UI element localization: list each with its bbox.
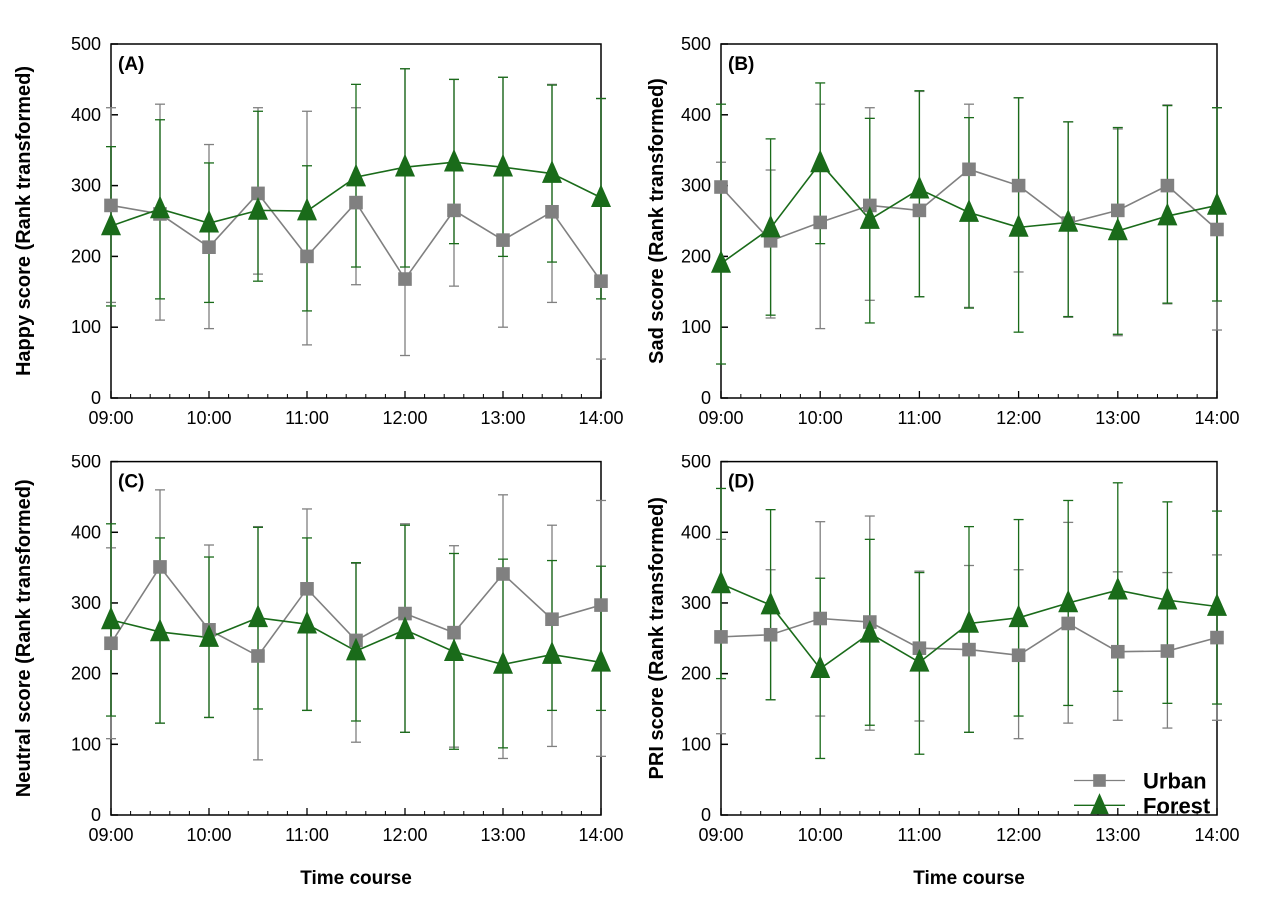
svg-text:(B): (B) — [728, 54, 754, 75]
svg-text:10:00: 10:00 — [186, 825, 231, 845]
svg-text:14:00: 14:00 — [578, 825, 623, 845]
svg-text:10:00: 10:00 — [798, 408, 843, 428]
svg-text:300: 300 — [681, 593, 711, 613]
svg-text:100: 100 — [71, 317, 101, 337]
svg-text:400: 400 — [71, 522, 101, 542]
svg-text:11:00: 11:00 — [285, 408, 329, 428]
svg-text:14:00: 14:00 — [578, 408, 623, 428]
svg-text:400: 400 — [71, 105, 101, 125]
svg-text:10:00: 10:00 — [798, 825, 843, 845]
svg-text:12:00: 12:00 — [382, 825, 427, 845]
svg-text:12:00: 12:00 — [996, 408, 1041, 428]
svg-text:10:00: 10:00 — [186, 408, 231, 428]
svg-text:300: 300 — [71, 176, 101, 196]
svg-text:0: 0 — [91, 388, 101, 408]
svg-text:100: 100 — [681, 734, 711, 754]
svg-text:09:00: 09:00 — [698, 825, 743, 845]
svg-text:200: 200 — [71, 664, 101, 684]
svg-text:12:00: 12:00 — [996, 825, 1041, 845]
svg-text:Neutral score (Rank transforme: Neutral score (Rank transformed) — [13, 479, 35, 797]
svg-text:14:00: 14:00 — [1194, 408, 1239, 428]
svg-text:Time course: Time course — [300, 868, 412, 889]
svg-text:13:00: 13:00 — [480, 825, 525, 845]
svg-text:09:00: 09:00 — [698, 408, 743, 428]
svg-text:200: 200 — [71, 246, 101, 266]
svg-text:11:00: 11:00 — [898, 825, 942, 845]
svg-text:0: 0 — [701, 388, 711, 408]
svg-text:500: 500 — [71, 34, 101, 54]
svg-text:0: 0 — [91, 805, 101, 825]
svg-text:400: 400 — [681, 522, 711, 542]
svg-text:09:00: 09:00 — [88, 408, 133, 428]
svg-text:100: 100 — [681, 317, 711, 337]
svg-text:Sad score (Rank transformed): Sad score (Rank transformed) — [646, 78, 668, 364]
svg-text:300: 300 — [681, 176, 711, 196]
svg-text:400: 400 — [681, 105, 711, 125]
svg-text:300: 300 — [71, 593, 101, 613]
svg-text:12:00: 12:00 — [382, 408, 427, 428]
svg-text:(D): (D) — [728, 472, 754, 493]
svg-text:Forest: Forest — [1143, 793, 1211, 818]
svg-text:(A): (A) — [118, 54, 144, 75]
svg-text:09:00: 09:00 — [88, 825, 133, 845]
svg-text:0: 0 — [701, 805, 711, 825]
svg-text:14:00: 14:00 — [1194, 825, 1239, 845]
svg-text:11:00: 11:00 — [898, 408, 942, 428]
svg-text:100: 100 — [71, 734, 101, 754]
svg-text:13:00: 13:00 — [1095, 408, 1140, 428]
svg-text:Happy score (Rank transformed): Happy score (Rank transformed) — [13, 66, 35, 376]
svg-text:13:00: 13:00 — [480, 408, 525, 428]
svg-text:Time course: Time course — [913, 868, 1025, 889]
svg-text:200: 200 — [681, 664, 711, 684]
svg-text:200: 200 — [681, 246, 711, 266]
svg-text:(C): (C) — [118, 472, 144, 493]
svg-text:500: 500 — [681, 34, 711, 54]
svg-text:11:00: 11:00 — [285, 825, 329, 845]
svg-text:PRI score (Rank transformed): PRI score (Rank transformed) — [646, 497, 668, 779]
svg-text:Urban: Urban — [1143, 769, 1207, 794]
svg-text:13:00: 13:00 — [1095, 825, 1140, 845]
